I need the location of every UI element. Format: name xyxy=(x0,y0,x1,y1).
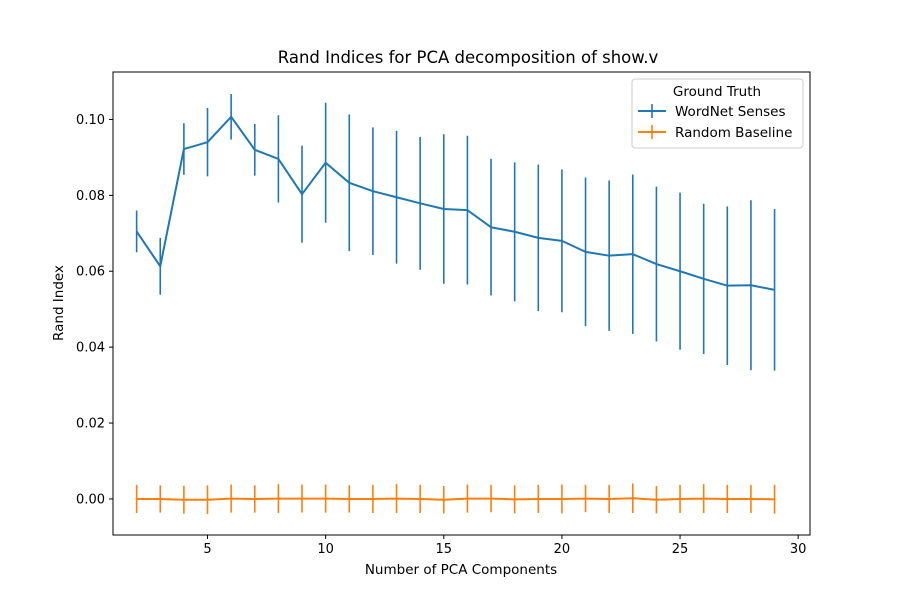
legend-label: WordNet Senses xyxy=(675,104,786,120)
legend-item: Random Baseline xyxy=(638,125,792,141)
series-line xyxy=(135,115,775,291)
y-tick-label: 0.06 xyxy=(76,265,105,280)
y-tick-label: 0.02 xyxy=(76,417,105,432)
y-tick-label: 0.00 xyxy=(76,492,105,507)
legend-label: Random Baseline xyxy=(675,125,792,141)
series-layer xyxy=(135,94,776,515)
y-axis-label: Rand Index xyxy=(51,265,67,341)
legend: Ground Truth WordNet Senses Random Baseli… xyxy=(631,78,804,149)
x-tick-label: 5 xyxy=(203,542,211,557)
x-tick-label: 15 xyxy=(436,542,453,557)
legend-title: Ground Truth xyxy=(673,84,761,100)
plot-area xyxy=(112,71,811,536)
legend-item: WordNet Senses xyxy=(638,104,786,120)
y-tick-label: 0.10 xyxy=(76,113,105,128)
legend-box xyxy=(631,78,804,149)
y-tick-label: 0.08 xyxy=(76,189,105,204)
y-tick-label: 0.04 xyxy=(76,341,105,356)
x-axis: 5 10 15 20 25 30 xyxy=(203,535,806,557)
x-tick-label: 30 xyxy=(790,542,807,557)
x-axis-label: Number of PCA Components xyxy=(365,562,557,578)
x-tick-label: 25 xyxy=(672,542,689,557)
x-tick-label: 10 xyxy=(317,542,334,557)
series-line xyxy=(136,497,775,501)
series-wordnet-senses xyxy=(135,94,776,371)
chart-title: Rand Indices for PCA decomposition of sh… xyxy=(278,48,659,67)
series-random-baseline xyxy=(135,483,776,515)
y-axis: 0.00 0.02 0.04 0.06 0.08 0.10 xyxy=(76,113,113,507)
x-tick-label: 20 xyxy=(554,542,571,557)
